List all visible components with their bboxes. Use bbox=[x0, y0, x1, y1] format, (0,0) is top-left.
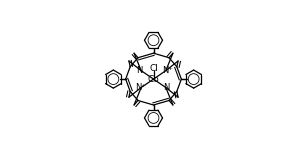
Text: N: N bbox=[164, 83, 170, 92]
Text: N⁺: N⁺ bbox=[162, 66, 173, 75]
Text: Co: Co bbox=[148, 75, 159, 84]
Text: N⁺: N⁺ bbox=[135, 83, 146, 92]
Text: Cl: Cl bbox=[149, 64, 158, 73]
Text: N: N bbox=[136, 66, 143, 75]
